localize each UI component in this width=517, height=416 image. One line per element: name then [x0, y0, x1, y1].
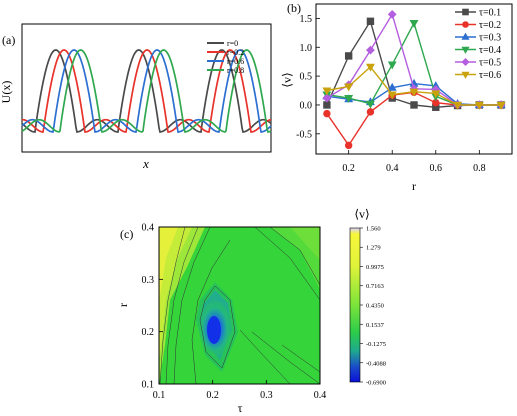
colorbar-tick-label: 0.9975 — [366, 264, 384, 271]
panel-c-plot-frame — [158, 226, 321, 385]
panel-a-legend: r=0r=0.2r=0.6r=0.8 — [207, 39, 244, 75]
data-point-0-4 — [344, 94, 354, 103]
y-tick-label: 0.5 — [300, 72, 313, 83]
y-tick-label: 0.2 — [142, 327, 155, 338]
legend-label-r-0-6: r=0.6 — [227, 57, 244, 66]
panel-c-xlabel: τ — [238, 401, 243, 415]
y-tick-label: 0.0 — [300, 100, 313, 111]
legend-marker-0-6 — [461, 71, 470, 79]
y-tick-label: -0.5 — [296, 129, 312, 140]
panel-a: (a) U(x) x r=0r=0.2r=0.6r=0.8 — [0, 23, 272, 171]
panel-c-label: (c) — [120, 227, 133, 241]
data-point-0-2 — [366, 108, 375, 116]
data-point-0-1 — [410, 101, 418, 109]
data-point-0-6 — [453, 101, 463, 110]
data-point-0-5 — [366, 45, 375, 55]
data-point-0-4 — [387, 61, 397, 70]
colorbar-tick-label: 0.4350 — [366, 303, 384, 310]
colorbar-ticks: 1.560 1.279 0.9975 0.7163 0.4350 0.1537 -0.127… — [360, 226, 386, 387]
data-point-0-2 — [323, 109, 331, 118]
curve-r-0-8 — [21, 49, 272, 133]
y-tick-label: 1.0 — [300, 43, 313, 54]
data-point-0-6 — [322, 87, 332, 96]
data-point-0-1 — [366, 17, 375, 26]
panel-b: (b) 0.2 0.4 0.6 0.8-0.50.00.51.01.5 τ=0.1τ=… — [280, 1, 513, 193]
data-point-0-1 — [344, 52, 353, 60]
data-point-0-6 — [409, 88, 419, 97]
data-point-0-6 — [474, 101, 484, 110]
y-tick-label: 1.5 — [300, 14, 313, 25]
legend-label-0-5: τ=0.5 — [479, 58, 501, 69]
data-point-0-4 — [365, 100, 375, 109]
panel-c-heatmap — [159, 227, 320, 384]
colorbar-tick-label: -0.1275 — [366, 341, 386, 348]
curve-r-0-6 — [21, 49, 272, 133]
panel-b-xlabel: r — [412, 179, 416, 193]
data-point-0-6 — [387, 91, 397, 100]
legend-marker-0-1 — [462, 8, 469, 16]
x-tick-label: 0.4 — [314, 390, 327, 401]
legend-marker-0-4 — [461, 46, 470, 54]
colorbar-tick-label: -0.4088 — [366, 360, 386, 367]
legend-label-0-4: τ=0.4 — [479, 45, 501, 56]
y-tick-label: 0.4 — [142, 223, 155, 234]
panel-b-axes: 0.2 0.4 0.6 0.8 -0.5 0.0 0.5 1.0 1.5 — [296, 14, 485, 174]
legend-label-0-2: τ=0.2 — [479, 20, 501, 31]
legend-label-r-0-8: r=0.8 — [227, 66, 244, 75]
colorbar — [349, 227, 361, 383]
data-point-0-1 — [323, 101, 331, 109]
data-point-0-3 — [387, 82, 397, 91]
colorbar-tick-label: 0.1537 — [366, 322, 385, 329]
y-tick-label: 0.1 — [142, 380, 155, 391]
x-tick-label: 0.2 — [342, 163, 355, 174]
legend-label-0-3: τ=0.3 — [479, 33, 501, 44]
data-point-0-6 — [365, 63, 375, 72]
x-tick-label: 0.3 — [260, 390, 273, 401]
colorbar-label: ⟨v⟩ — [354, 207, 369, 221]
panel-a-label: (a) — [2, 33, 15, 47]
panel-b-ylabel: ⟨v⟩ — [280, 72, 294, 87]
panel-b-legend: τ=0.1τ=0.2 τ=0.3τ=0.4 τ=0.5τ=0.6 — [455, 8, 501, 81]
colorbar-tick-label: 0.7163 — [366, 283, 384, 290]
panel-b-series — [322, 9, 506, 150]
x-tick-label: 0.8 — [473, 163, 486, 174]
data-point-0-5 — [387, 9, 397, 19]
colorbar-tick-label: 1.560 — [366, 226, 381, 233]
x-tick-label: 0.4 — [386, 163, 399, 174]
panel-c-axes: 0.1 0.2 0.3 0.4 0.1 0.2 0.3 0.4 — [142, 223, 327, 402]
panel-a-xlabel: x — [142, 156, 149, 171]
data-point-0-4 — [409, 19, 419, 28]
panel-c: (c) — [116, 207, 386, 415]
x-tick-label: 0.1 — [153, 390, 166, 401]
x-tick-label: 0.6 — [430, 163, 443, 174]
panel-a-plot-frame — [21, 23, 272, 153]
panel-c-ylabel: r — [116, 303, 130, 307]
legend-marker-0-2 — [462, 21, 469, 28]
panel-a-ylabel: U(x) — [0, 81, 13, 104]
data-point-0-6 — [431, 90, 441, 99]
legend-label-r-0-2: r=0.2 — [227, 48, 244, 57]
panel-c-contours — [159, 227, 320, 384]
curve-r-0 — [21, 49, 272, 133]
data-point-0-5 — [322, 93, 332, 103]
panel-b-label: (b) — [287, 1, 301, 15]
panel-a-curves — [21, 49, 272, 133]
data-point-0-2 — [344, 141, 353, 150]
legend-marker-0-3 — [461, 32, 470, 40]
x-tick-label: 0.2 — [206, 390, 219, 401]
legend-label-r-0: r=0 — [227, 39, 238, 48]
data-point-0-6 — [344, 83, 354, 92]
data-point-0-6 — [496, 101, 506, 110]
y-tick-label: 0.3 — [142, 275, 155, 286]
colorbar-tick-label: -0.6900 — [366, 380, 386, 387]
curve-r-0-2 — [22, 49, 272, 133]
legend-label-0-1: τ=0.1 — [479, 8, 501, 19]
colorbar-tick-label: 1.279 — [366, 245, 381, 252]
legend-marker-0-5 — [461, 57, 470, 67]
legend-label-0-6: τ=0.6 — [479, 70, 501, 81]
